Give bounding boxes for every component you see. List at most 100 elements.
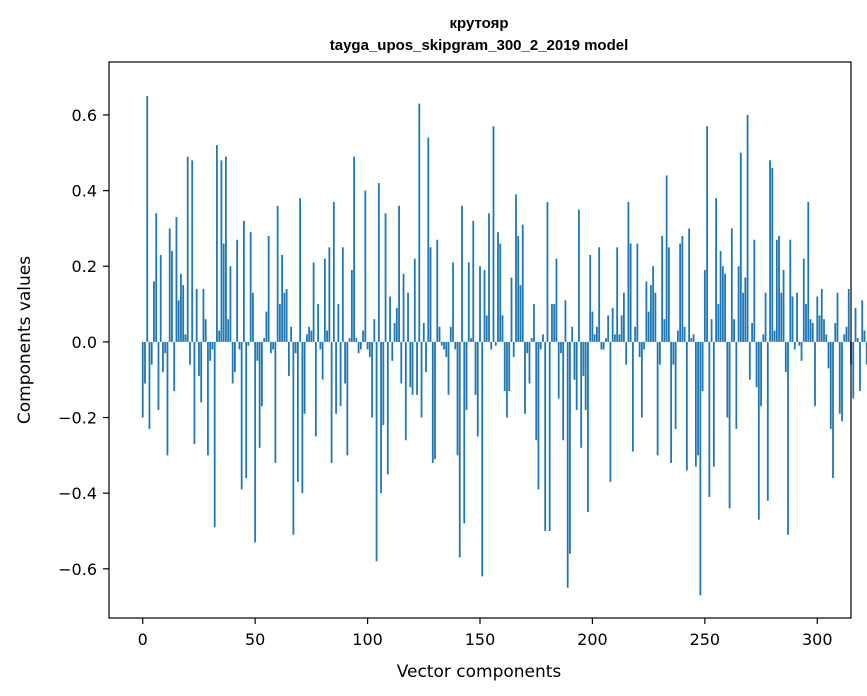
bar: [775, 239, 778, 342]
bar: [748, 341, 751, 380]
bar: [303, 341, 306, 414]
bar: [337, 304, 340, 342]
bar: [258, 341, 261, 448]
bar: [285, 288, 288, 342]
bar: [150, 341, 153, 365]
bar: [557, 341, 560, 399]
bar: [719, 251, 722, 342]
bar: [609, 341, 612, 482]
bar: [328, 247, 331, 342]
bar: [600, 341, 603, 350]
bar: [175, 217, 178, 342]
bar: [452, 262, 454, 342]
bar: [753, 239, 756, 342]
bar: [618, 334, 621, 342]
bar: [605, 338, 607, 342]
bar: [672, 341, 675, 365]
y-axis: −0.6 −0.4 −0.2 0.0 0.2 0.4 0.6: [58, 106, 109, 579]
bar: [591, 311, 594, 342]
bar: [438, 326, 441, 342]
bar: [204, 319, 207, 342]
bar: [690, 338, 693, 342]
bar: [674, 341, 677, 429]
bar: [400, 341, 403, 384]
bar: [330, 341, 333, 463]
bar: [800, 341, 803, 361]
bar: [760, 341, 762, 407]
bar: [596, 326, 598, 342]
bar: [182, 285, 185, 342]
bar: [638, 341, 641, 358]
bar: [319, 341, 322, 350]
bar: [485, 315, 488, 342]
bar: [814, 341, 816, 407]
bar: [847, 288, 850, 342]
bar: [483, 270, 486, 342]
bar: [184, 334, 187, 342]
bar: [703, 270, 706, 342]
bar: [301, 341, 304, 494]
bar: [654, 292, 657, 342]
bar: [683, 326, 686, 342]
bar: [422, 322, 425, 342]
bar: [434, 341, 436, 460]
bar: [771, 167, 774, 342]
bar: [773, 330, 776, 342]
bar: [386, 341, 389, 475]
bar: [166, 341, 169, 456]
bar: [177, 300, 180, 342]
bar: [503, 341, 506, 392]
y-tick-label: 0.0: [72, 333, 97, 352]
bar: [467, 262, 470, 342]
bar: [533, 304, 535, 342]
bar: [688, 228, 691, 342]
bar: [551, 304, 553, 342]
y-tick-label: 0.6: [72, 106, 97, 125]
bar: [371, 341, 373, 418]
bar: [569, 341, 571, 554]
bar: [198, 341, 200, 376]
bar: [449, 326, 452, 342]
bar: [173, 341, 176, 392]
bar: [202, 288, 205, 342]
bar: [402, 273, 405, 342]
bar: [611, 307, 614, 342]
bar: [598, 247, 601, 342]
bar: [488, 213, 490, 342]
bar: [200, 341, 203, 403]
bar: [537, 341, 540, 490]
bar: [458, 341, 461, 558]
bar: [715, 198, 717, 342]
bar: [802, 258, 805, 342]
bar: [825, 334, 828, 342]
bar: [287, 341, 290, 376]
bar: [670, 341, 673, 463]
bar: [474, 341, 477, 395]
bar: [553, 304, 556, 342]
bar: [207, 341, 209, 456]
bar: [218, 330, 221, 342]
bar: [164, 341, 167, 354]
bar: [159, 254, 162, 342]
bar: [362, 330, 364, 342]
bar: [616, 247, 619, 342]
bar: [625, 341, 628, 365]
bar: [746, 114, 749, 342]
bar: [384, 213, 387, 342]
bar: [796, 292, 798, 342]
bar: [658, 341, 661, 365]
x-tick-label: 200: [577, 630, 608, 649]
bar: [314, 341, 317, 437]
bar: [465, 341, 468, 410]
bar: [213, 341, 216, 528]
bar: [497, 232, 499, 342]
bar: [526, 341, 529, 354]
bar: [852, 341, 855, 399]
bar: [697, 341, 699, 456]
bar: [854, 307, 857, 342]
bar: [832, 341, 834, 479]
bar: [353, 156, 355, 342]
bar: [838, 341, 841, 414]
bar: [539, 341, 542, 350]
bar: [733, 319, 735, 342]
